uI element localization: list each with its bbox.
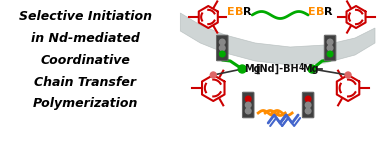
FancyBboxPatch shape	[217, 35, 228, 61]
Circle shape	[327, 39, 333, 45]
Text: B: B	[316, 7, 324, 17]
Circle shape	[220, 51, 225, 57]
Text: Polymerization: Polymerization	[33, 98, 138, 111]
Text: Mg: Mg	[244, 64, 260, 74]
FancyBboxPatch shape	[324, 35, 336, 61]
FancyBboxPatch shape	[302, 92, 314, 118]
FancyBboxPatch shape	[242, 92, 254, 118]
Text: Chain Transfer: Chain Transfer	[34, 76, 136, 89]
Circle shape	[220, 45, 225, 51]
Text: [Nd]-BH: [Nd]-BH	[256, 64, 299, 74]
Text: R: R	[243, 7, 251, 17]
Circle shape	[327, 45, 333, 51]
Circle shape	[220, 39, 225, 45]
Circle shape	[308, 65, 316, 73]
Text: 4: 4	[299, 63, 304, 72]
Text: E: E	[228, 7, 235, 17]
Circle shape	[245, 108, 251, 114]
Circle shape	[245, 102, 251, 108]
Text: in Nd-mediated: in Nd-mediated	[31, 31, 140, 44]
Circle shape	[305, 108, 311, 114]
Circle shape	[238, 65, 246, 73]
Text: E: E	[308, 7, 316, 17]
Circle shape	[327, 51, 333, 57]
Text: Selective Initiation: Selective Initiation	[19, 9, 152, 22]
Text: Coordinative: Coordinative	[40, 53, 130, 66]
Circle shape	[305, 96, 311, 102]
Polygon shape	[180, 13, 375, 65]
Text: B: B	[235, 7, 243, 17]
Text: Mg: Mg	[302, 64, 318, 74]
Text: R: R	[324, 7, 332, 17]
Circle shape	[345, 72, 351, 78]
Circle shape	[210, 72, 216, 78]
Circle shape	[305, 102, 311, 108]
Circle shape	[245, 96, 251, 102]
